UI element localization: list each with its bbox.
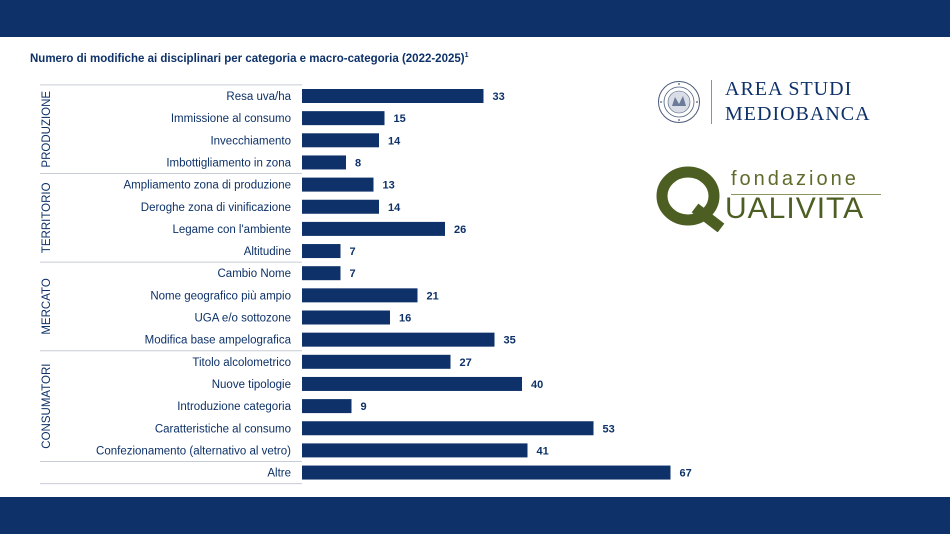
qualivita-fondazione-text: fondazione (731, 168, 859, 190)
qualivita-name-text: UALIVITA (725, 192, 865, 225)
bar-ampliamento-zona-di-produzione (302, 177, 374, 192)
bar-altitudine (302, 244, 341, 259)
category-label-immissione-al-consumo: Immissione al consumo (171, 113, 291, 125)
mediobanca-line-2: MEDIOBANCA (725, 103, 871, 125)
chart-title-text: Numero di modifiche ai disciplinari per … (30, 52, 465, 65)
chart-title: Numero di modifiche ai disciplinari per … (30, 52, 469, 65)
value-label-nome-geografico-pi-ampio: 21 (427, 290, 439, 302)
value-label-ampliamento-zona-di-produzione: 13 (383, 180, 395, 192)
category-label-resa-uva-ha: Resa uva/ha (226, 91, 291, 103)
mediobanca-logo: AREA STUDI MEDIOBANCA (657, 78, 897, 128)
qualivita-rule (731, 194, 881, 195)
value-label-deroghe-zona-di-vinificazione: 14 (388, 202, 401, 214)
bar-uga-e-o-sottozone (302, 310, 390, 325)
category-label-nome-geografico-pi-ampio: Nome geografico più ampio (150, 290, 291, 302)
bar-deroghe-zona-di-vinificazione (302, 199, 379, 214)
category-label-altre: Altre (267, 468, 291, 480)
value-label-altitudine: 7 (350, 246, 356, 258)
value-label-introduzione-categoria: 9 (361, 401, 367, 413)
chart-title-footnote-mark: 1 (464, 52, 469, 59)
bar-confezionamento-alternativo-al-vetro (302, 443, 528, 458)
group-label-consumatori: CONSUMATORI (41, 363, 53, 448)
value-label-immissione-al-consumo: 15 (394, 113, 406, 125)
bar-caratteristiche-al-consumo (302, 421, 594, 436)
category-label-nuove-tipologie: Nuove tipologie (212, 379, 291, 391)
qualivita-logo: fondazione UALIVITA (655, 164, 900, 234)
category-label-caratteristiche-al-consumo: Caratteristiche al consumo (155, 423, 291, 435)
value-label-modifica-base-ampelografica: 35 (504, 335, 516, 347)
category-label-confezionamento-alternativo-al-vetro: Confezionamento (alternativo al vetro) (96, 445, 291, 457)
bar-invecchiamento (302, 133, 379, 148)
bar-nome-geografico-pi-ampio (302, 288, 418, 303)
bar-resa-uva-ha (302, 89, 484, 103)
value-label-cambio-nome: 7 (350, 268, 356, 280)
value-label-confezionamento-alternativo-al-vetro: 41 (537, 445, 549, 457)
bar-titolo-alcolometrico (302, 354, 451, 369)
category-label-titolo-alcolometrico: Titolo alcolometrico (192, 357, 291, 369)
category-label-uga-e-o-sottozone: UGA e/o sottozone (194, 313, 291, 325)
group-label-produzione: PRODUZIONE (41, 91, 53, 168)
category-label-imbottigliamento-in-zona: Imbottigliamento in zona (166, 157, 291, 169)
top-band (0, 0, 950, 37)
value-label-titolo-alcolometrico: 27 (460, 357, 472, 369)
value-label-imbottigliamento-in-zona: 8 (355, 157, 361, 169)
value-label-nuove-tipologie: 40 (531, 379, 543, 391)
category-label-ampliamento-zona-di-produzione: Ampliamento zona di produzione (124, 180, 292, 192)
mediobanca-seal-icon (658, 81, 700, 123)
category-label-altitudine: Altitudine (244, 246, 291, 258)
value-label-altre: 67 (680, 468, 692, 480)
category-label-legame-con-l-ambiente: Legame con l'ambiente (172, 224, 291, 236)
bar-imbottigliamento-in-zona (302, 155, 346, 170)
value-label-invecchiamento: 14 (388, 135, 401, 147)
bar-modifica-base-ampelografica (302, 332, 495, 347)
category-label-cambio-nome: Cambio Nome (218, 268, 292, 280)
value-label-legame-con-l-ambiente: 26 (454, 224, 466, 236)
qualivita-q-icon (656, 166, 725, 232)
category-label-deroghe-zona-di-vinificazione: Deroghe zona di vinificazione (141, 202, 291, 214)
category-label-invecchiamento: Invecchiamento (210, 135, 291, 147)
bar-immissione-al-consumo (302, 111, 385, 126)
bar-cambio-nome (302, 266, 341, 281)
value-label-caratteristiche-al-consumo: 53 (603, 423, 615, 435)
mediobanca-divider (711, 80, 712, 124)
category-label-introduzione-categoria: Introduzione categoria (177, 401, 291, 413)
group-label-territorio: TERRITORIO (41, 182, 53, 253)
value-label-resa-uva-ha: 33 (493, 91, 505, 103)
bar-nuove-tipologie (302, 376, 522, 391)
bar-introduzione-categoria (302, 399, 352, 414)
value-label-uga-e-o-sottozone: 16 (399, 313, 411, 325)
category-label-modifica-base-ampelografica: Modifica base ampelografica (145, 335, 292, 347)
bar-altre (302, 465, 671, 480)
group-label-mercato: MERCATO (41, 278, 53, 334)
bottom-band (0, 497, 950, 534)
mediobanca-line-1: AREA STUDI (725, 78, 853, 100)
bar-legame-con-l-ambiente (302, 221, 445, 236)
